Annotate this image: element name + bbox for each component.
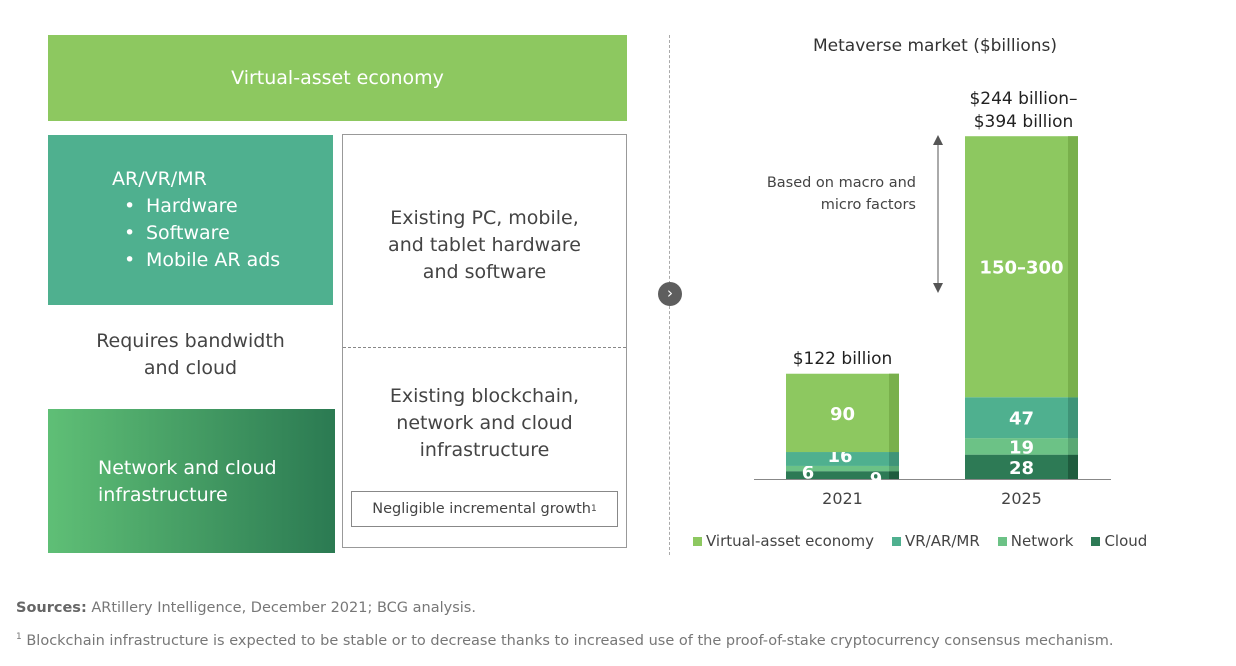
existing-blockchain-text: Existing blockchain, network and cloud i…: [343, 383, 626, 464]
bar-segment-edge: [1068, 438, 1078, 455]
legend-label: Virtual-asset economy: [706, 532, 874, 550]
sources-label: Sources:: [16, 600, 87, 616]
sources-note: Sources: ARtillery Intelligence, Decembe…: [16, 600, 476, 616]
existing-pc-text: Existing PC, mobile, and tablet hardware…: [343, 205, 626, 286]
bar-segment-edge: [1068, 397, 1078, 439]
arrow-up-icon: [933, 135, 943, 145]
legend-item-cloud: Cloud: [1091, 532, 1147, 550]
footnote-mark: 1: [16, 632, 22, 642]
chart-legend: Virtual-asset economy VR/AR/MR Network C…: [693, 532, 1165, 550]
existing-infrastructure-box: Existing PC, mobile, and tablet hardware…: [342, 134, 627, 548]
sources-text: ARtillery Intelligence, December 2021; B…: [86, 600, 476, 616]
network-line-2: infrastructure: [98, 484, 228, 506]
arvr-item: Software: [124, 220, 280, 247]
total-label-2021: $122 billion: [793, 349, 893, 369]
bar-segment-edge: [889, 465, 899, 472]
existing-bc-line: infrastructure: [419, 439, 550, 461]
bar-segment-vr-ar-mr-2021: [786, 452, 899, 466]
requires-bandwidth-text: Requires bandwidth and cloud: [48, 328, 333, 382]
macro-micro-annotation: Based on macro and micro factors: [740, 172, 916, 216]
chart-title: Metaverse market ($billions): [813, 36, 1057, 56]
arrow-down-icon: [933, 283, 943, 293]
data-label: 150–300: [979, 258, 1063, 279]
negligible-label: Negligible incremental growth: [372, 501, 591, 517]
dashed-divider: [343, 347, 626, 348]
legend-swatch: [891, 536, 901, 546]
bar-segment-vr-ar-mr-2025: [965, 397, 1078, 439]
data-label: 90: [830, 404, 855, 425]
bar-segment-cloud-2021: [786, 471, 899, 479]
requires-line-1: Requires bandwidth: [96, 330, 285, 352]
legend-label: VR/AR/MR: [904, 532, 980, 550]
legend-item-network: Network: [997, 532, 1074, 550]
requires-line-2: and cloud: [143, 357, 238, 379]
bar-segment-edge: [1068, 454, 1078, 479]
arvr-title: AR/VR/MR: [112, 168, 207, 190]
bar-segment-edge: [889, 373, 899, 453]
bar-segment-edge: [1068, 136, 1078, 398]
network-cloud-box: Network and cloud infrastructure: [48, 409, 335, 553]
virtual-asset-economy-box: Virtual-asset economy: [48, 35, 627, 121]
negligible-growth-box: Negligible incremental growth 1: [351, 491, 618, 527]
bar-segment-virtual-asset-economy-2021: [786, 373, 899, 453]
data-label: 28: [1009, 458, 1034, 479]
bar-segment-network-2021: [786, 465, 899, 472]
legend-item-vrar: VR/AR/MR: [891, 532, 980, 550]
chevron-right-icon: ›: [658, 282, 682, 306]
x-tick-label: 2025: [1001, 489, 1042, 508]
network-cloud-label: Network and cloud infrastructure: [98, 455, 277, 509]
virtual-asset-label: Virtual-asset economy: [231, 67, 444, 89]
footnote: 1 Blockchain infrastructure is expected …: [16, 632, 1114, 649]
existing-pc-line: and tablet hardware: [388, 234, 581, 256]
legend-swatch: [1091, 536, 1101, 546]
legend-label: Cloud: [1104, 532, 1148, 550]
data-label: 47: [1009, 409, 1034, 430]
bar-segment-edge: [889, 471, 899, 479]
x-tick-label: 2021: [822, 489, 863, 508]
negligible-footnote-mark: 1: [590, 504, 597, 514]
total-label-2025: $394 billion: [974, 112, 1074, 132]
existing-bc-line: network and cloud: [396, 412, 573, 434]
arvr-box: AR/VR/MR Hardware Software Mobile AR ads: [48, 135, 333, 305]
footnote-text: Blockchain infrastructure is expected to…: [21, 632, 1114, 649]
arvr-list: Hardware Software Mobile AR ads: [124, 193, 280, 274]
arvr-item: Mobile AR ads: [124, 247, 280, 274]
existing-pc-line: Existing PC, mobile,: [390, 207, 579, 229]
total-label-2025: $244 billion–: [969, 89, 1077, 109]
annotation-line: Based on macro and: [766, 175, 916, 191]
bar-segment-virtual-asset-economy-2025: [965, 136, 1078, 398]
data-label: 6: [802, 463, 815, 484]
legend-swatch: [693, 536, 702, 546]
annotation-line: micro factors: [820, 197, 916, 213]
arvr-item: Hardware: [124, 193, 280, 220]
existing-pc-line: and software: [422, 261, 547, 283]
legend-swatch: [997, 536, 1007, 546]
data-label: 19: [1009, 437, 1034, 458]
existing-bc-line: Existing blockchain,: [389, 385, 580, 407]
data-label: 9: [870, 469, 883, 490]
bar-segment-edge: [889, 452, 899, 466]
legend-label: Network: [1010, 532, 1074, 550]
bar-segment-network-2025: [965, 438, 1078, 455]
bar-segment-cloud-2025: [965, 454, 1078, 479]
legend-item-virtual: Virtual-asset economy: [693, 532, 874, 550]
network-line-1: Network and cloud: [98, 457, 277, 479]
